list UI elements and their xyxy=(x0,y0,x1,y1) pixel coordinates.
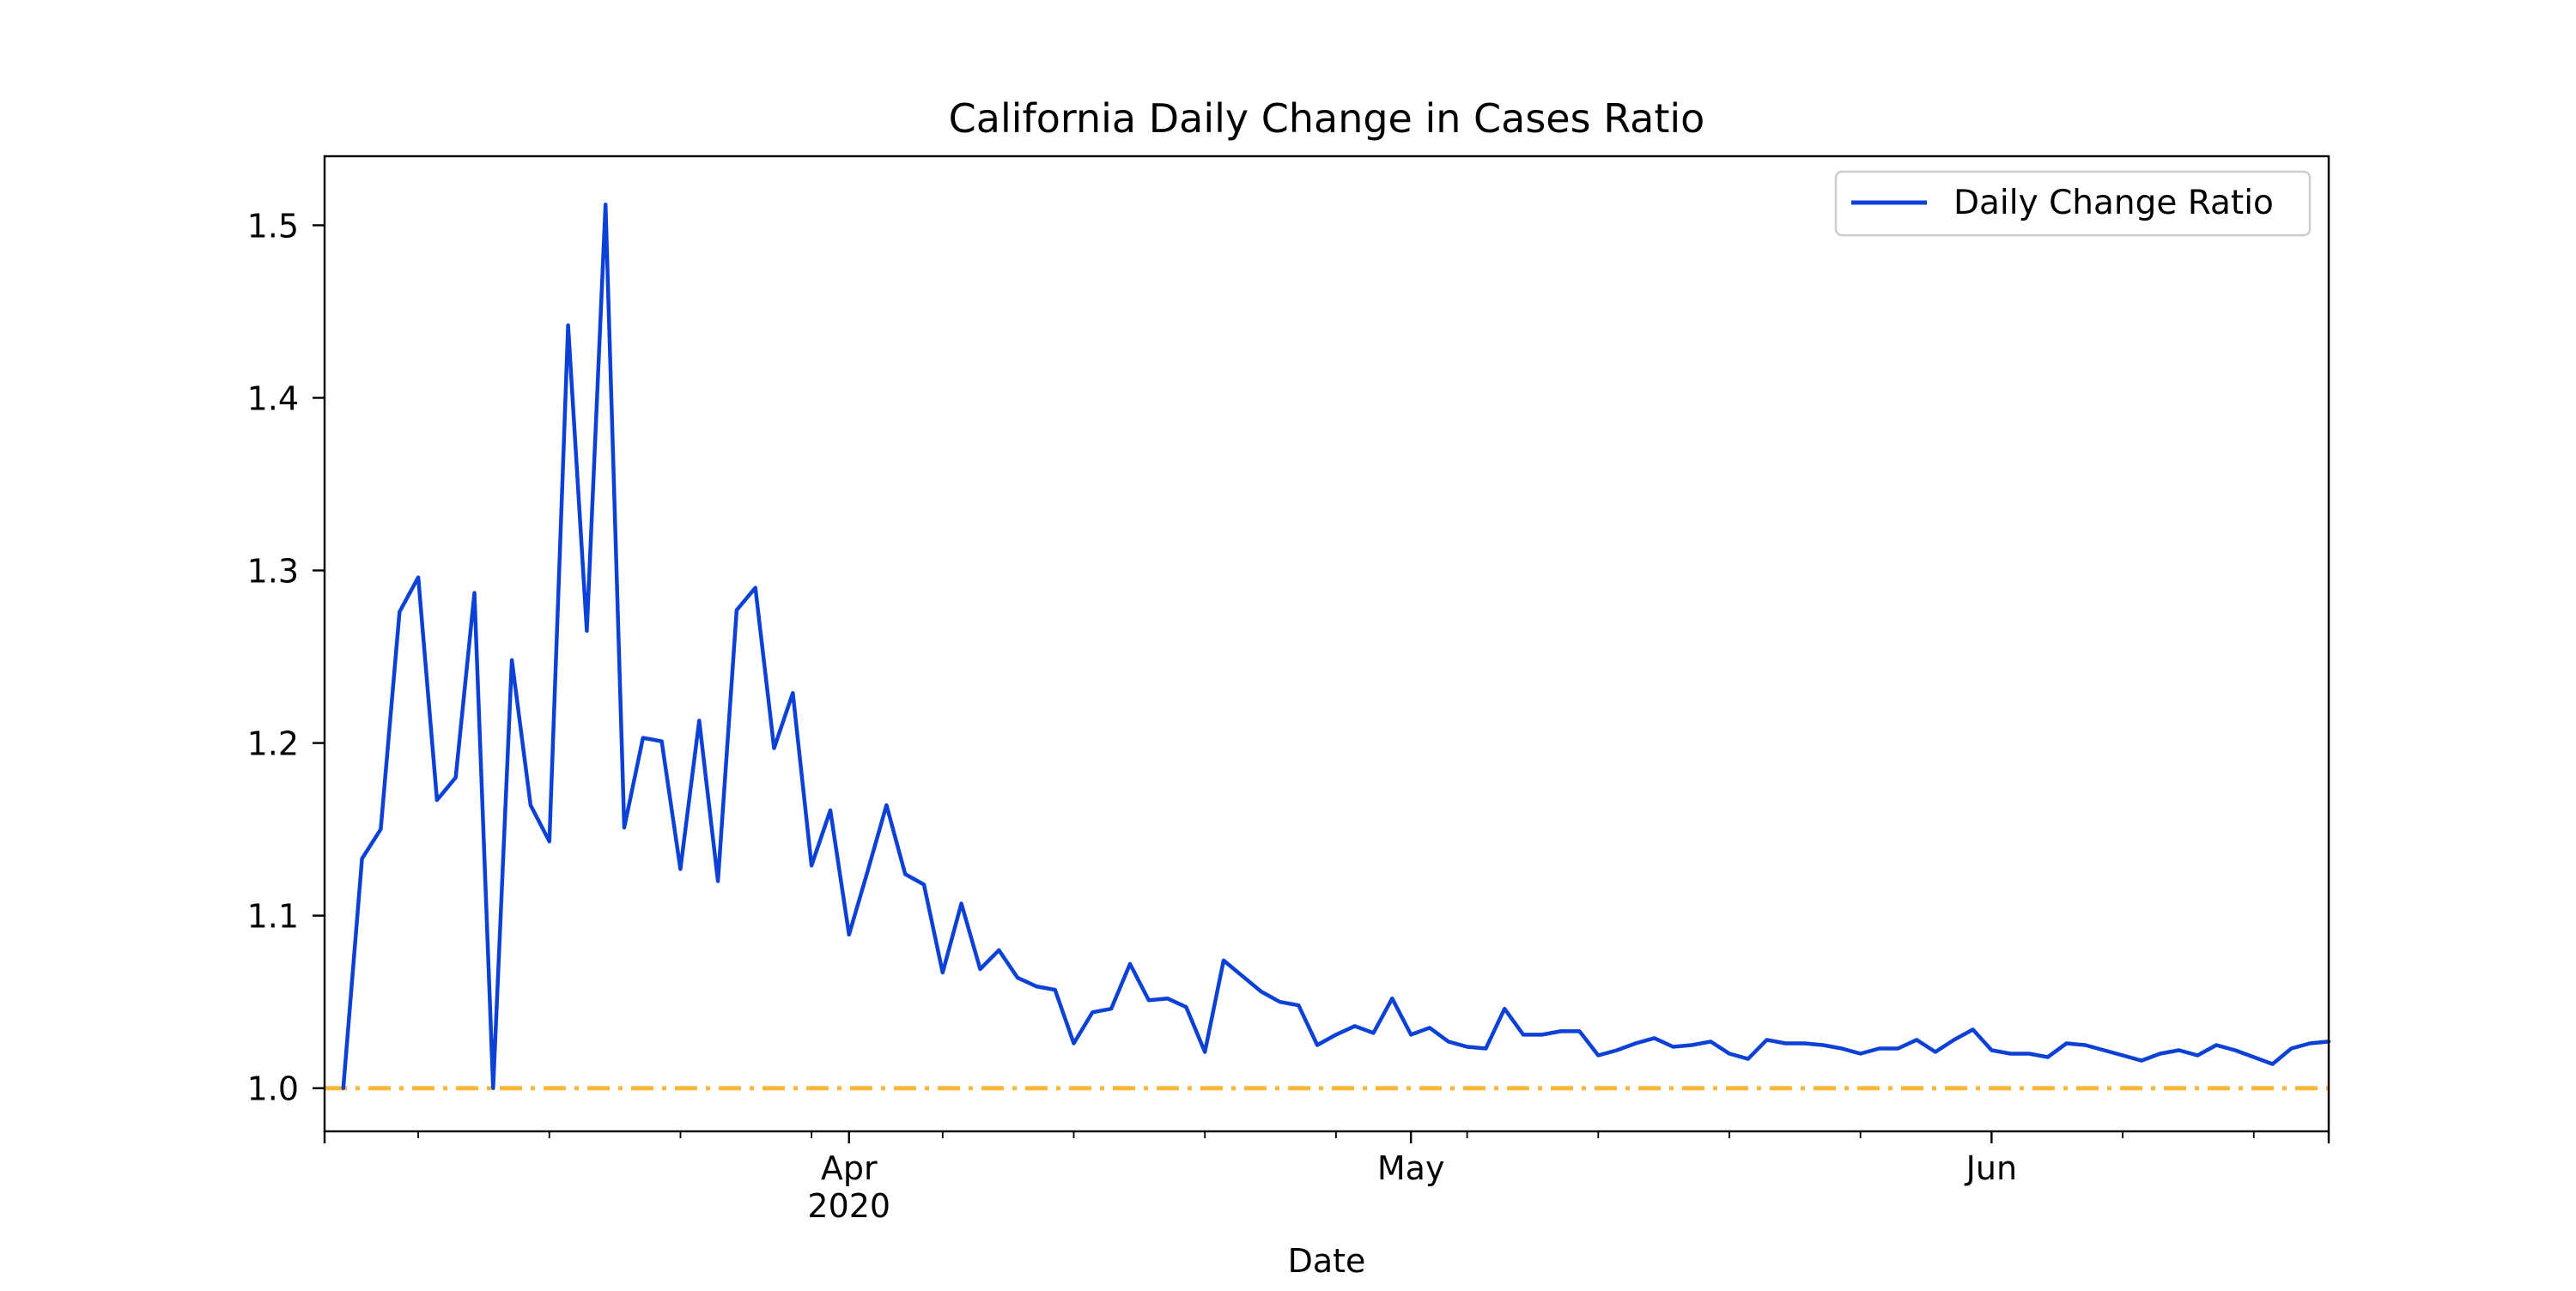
x-tick-label: May xyxy=(1377,1149,1445,1187)
y-axis-ticks: 1.0 1.1 1.2 1.3 1.4 1.5 xyxy=(247,207,325,1108)
y-tick-label: 1.5 xyxy=(247,207,299,245)
series-layer xyxy=(341,203,2331,1090)
x-tick-label: Jun xyxy=(1965,1149,2017,1187)
y-tick-label: 1.0 xyxy=(247,1070,299,1108)
x-tick-sublabel: 2020 xyxy=(807,1187,890,1225)
legend-box xyxy=(1834,170,2312,237)
legend: Daily Change Ratio xyxy=(1834,170,2312,237)
plot-area xyxy=(325,156,2329,1131)
y-tick-label: 1.3 xyxy=(247,553,299,591)
y-tick-label: 1.1 xyxy=(247,898,299,936)
plot-frame xyxy=(323,155,2330,1133)
y-tick-label: 1.2 xyxy=(247,725,299,763)
series-line-0 xyxy=(341,203,2331,1090)
x-axis-label: Date xyxy=(1288,1242,1366,1280)
x-tick-label: Apr xyxy=(821,1149,878,1187)
chart-title: California Daily Change in Cases Ratio xyxy=(949,95,1705,142)
legend-label: Daily Change Ratio xyxy=(1953,184,2274,222)
y-tick-label: 1.4 xyxy=(247,379,299,417)
